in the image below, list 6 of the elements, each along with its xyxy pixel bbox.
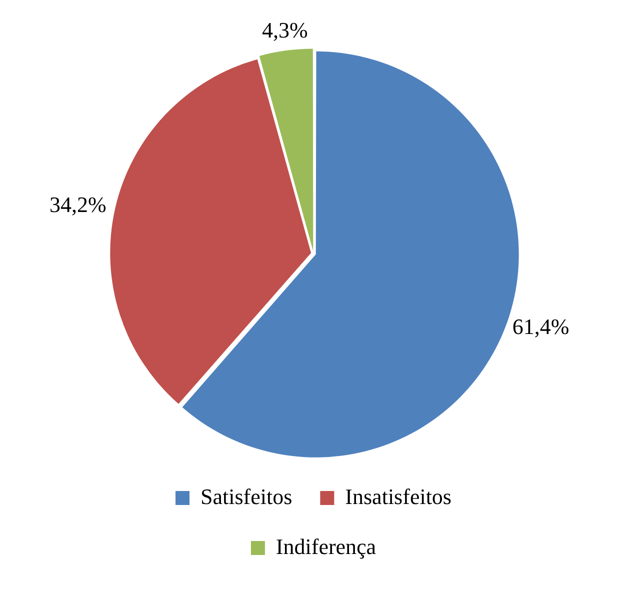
legend-label: Indiferença [276,534,376,559]
data-label: 34,2% [50,192,106,217]
data-label: 61,4% [512,314,570,340]
legend-label: Satisfeitos [200,484,292,509]
legend-label: Insatisfeitos [345,484,452,509]
data-label: 4,3% [262,18,308,43]
